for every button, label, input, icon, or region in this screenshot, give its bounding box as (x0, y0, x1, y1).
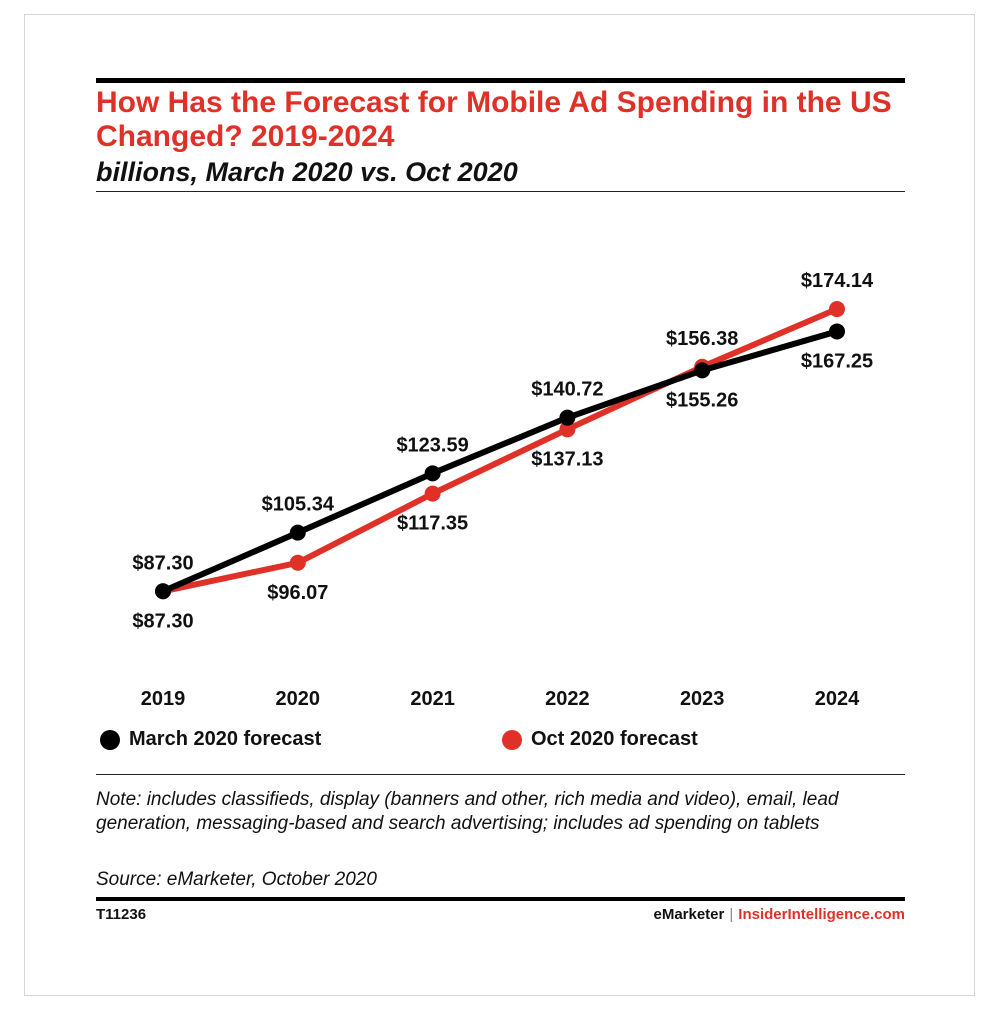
march-forecast-point (559, 409, 576, 426)
subtitle-rule (96, 191, 905, 192)
legend-item-oct: Oct 2020 forecast (502, 728, 698, 751)
chart-subtitle: billions, March 2020 vs. Oct 2020 (96, 157, 518, 187)
oct-forecast-point (559, 421, 576, 438)
chart-title: How Has the Forecast for Mobile Ad Spend… (96, 86, 892, 153)
oct-forecast-data-label: $87.30 (132, 610, 193, 632)
oct-forecast-data-label: $96.07 (267, 582, 328, 604)
march-forecast-point (424, 465, 441, 482)
brand-emarketer: eMarketer (653, 906, 725, 923)
x-tick-label: 2024 (815, 688, 860, 710)
oct-forecast-data-label: $156.38 (666, 328, 738, 350)
chart-source: Source: eMarketer, October 2020 (96, 869, 377, 890)
march-forecast-data-label: $87.30 (132, 552, 193, 574)
oct-forecast-data-label: $137.13 (531, 448, 603, 470)
chart-note: Note: includes classifieds, display (ban… (96, 789, 839, 834)
legend: March 2020 forecast Oct 2020 forecast (96, 728, 905, 756)
march-forecast-data-label: $167.25 (801, 350, 873, 372)
footer-brand: eMarketer | InsiderIntelligence.com (653, 906, 905, 923)
legend-march-dot-icon (100, 729, 120, 750)
chart-frame (24, 14, 975, 996)
march-forecast-data-label: $105.34 (262, 494, 335, 516)
oct-forecast-line (160, 306, 840, 595)
march-forecast-point (155, 583, 171, 600)
march-forecast-point (289, 524, 306, 541)
x-tick-label: 2020 (276, 688, 321, 710)
march-forecast-point (694, 362, 711, 379)
oct-forecast-data-label: $117.35 (397, 513, 468, 535)
march-forecast-line (160, 328, 840, 595)
march-forecast-data-label: $140.72 (531, 379, 603, 401)
legend-march-label: March 2020 forecast (129, 728, 322, 750)
legend-oct-dot-icon (502, 729, 522, 750)
legend-oct-label: Oct 2020 forecast (531, 728, 698, 750)
legend-item-march: March 2020 forecast (100, 728, 321, 751)
footer-rule (96, 897, 905, 901)
oct-forecast-point (829, 301, 845, 318)
brand-separator: | (729, 906, 734, 923)
march-forecast-data-label: $123.59 (396, 434, 468, 456)
x-tick-label: 2023 (680, 688, 725, 710)
march-forecast-data-label: $155.26 (666, 389, 738, 411)
march-forecast-point (829, 323, 845, 340)
top-rule (96, 78, 905, 83)
oct-forecast-point (289, 554, 306, 571)
x-tick-label: 2022 (545, 688, 590, 710)
x-tick-label: 2019 (141, 688, 186, 710)
legend-rule (96, 774, 905, 775)
chart-id: T11236 (96, 906, 147, 923)
oct-forecast-data-label: $174.14 (801, 270, 874, 292)
brand-insider-intelligence: InsiderIntelligence.com (738, 906, 905, 923)
x-tick-label: 2021 (410, 688, 455, 710)
oct-forecast-point (424, 485, 441, 502)
